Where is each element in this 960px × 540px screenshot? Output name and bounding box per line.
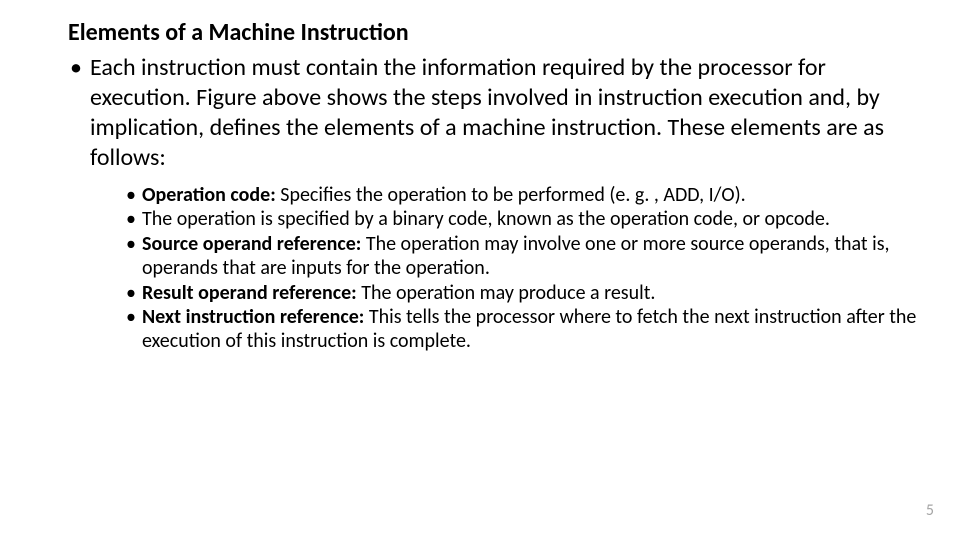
slide-title: Elements of a Machine Instruction <box>68 18 920 47</box>
list-item: Operation code: Specifies the operation … <box>126 183 920 207</box>
list-item: Result operand reference: The operation … <box>126 281 920 305</box>
main-bullet: Each instruction must contain the inform… <box>68 53 920 173</box>
list-item: Next instruction reference: This tells t… <box>126 305 920 354</box>
list-item-text: The operation may produce a result. <box>361 281 655 305</box>
slide-container: Elements of a Machine Instruction Each i… <box>0 0 960 540</box>
sub-bullet-list: Operation code: Specifies the operation … <box>68 183 920 354</box>
list-item: Source operand reference: The operation … <box>126 232 920 281</box>
list-item-bold: Next instruction reference: <box>142 305 369 329</box>
list-item-text: The operation is specified by a binary c… <box>142 207 830 231</box>
list-item-bold: Operation code: <box>142 183 280 207</box>
page-number: 5 <box>926 501 934 520</box>
list-item-bold: Source operand reference: <box>142 232 366 256</box>
list-item-bold: Result operand reference: <box>142 281 361 305</box>
list-item-text: Specifies the operation to be performed … <box>280 183 745 207</box>
list-item: The operation is specified by a binary c… <box>126 207 920 231</box>
